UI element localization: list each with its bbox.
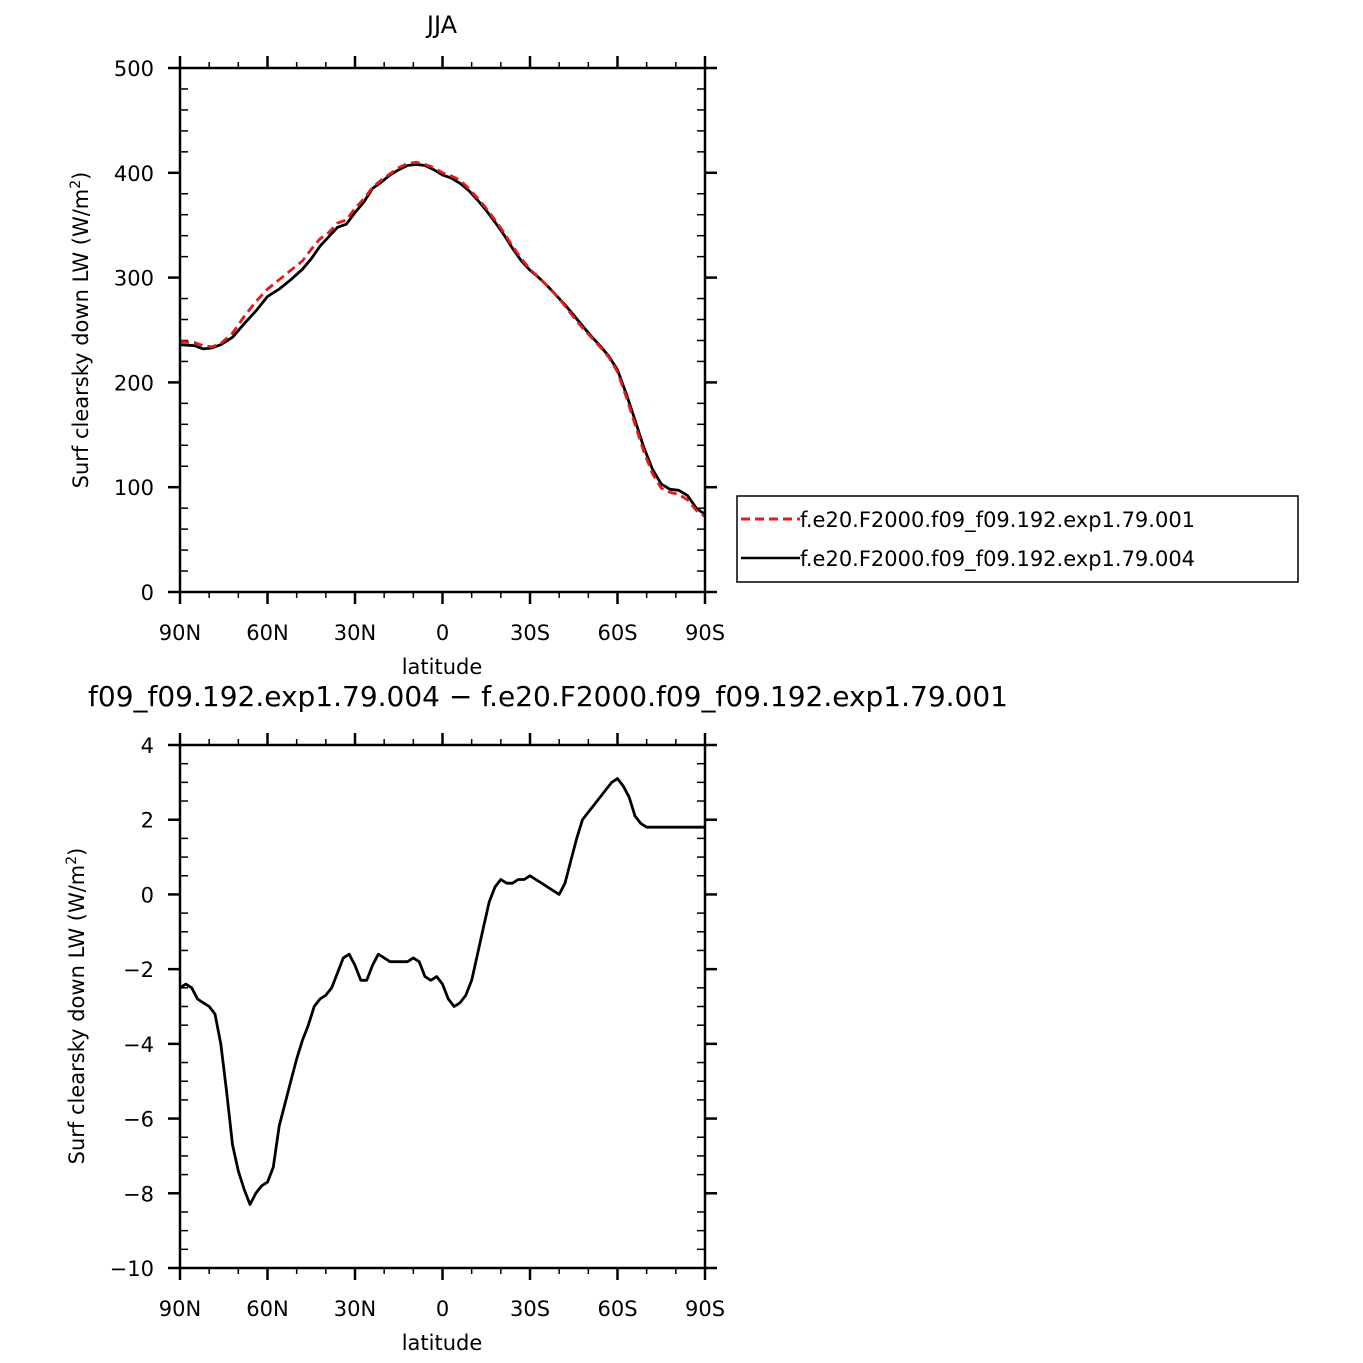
bottom-x-axis-label: latitude <box>402 1331 483 1355</box>
top-x-tick-label: 90N <box>159 621 201 645</box>
bottom-y-tick-label: −10 <box>110 1257 154 1281</box>
top-series-line-1 <box>179 160 706 518</box>
legend-box <box>736 495 1299 583</box>
bottom-plot-frame <box>178 743 707 1270</box>
top-x-tick-label: 30S <box>510 621 550 645</box>
top-x-tick-label: 30N <box>334 621 376 645</box>
top-x-tick-label: 90S <box>685 621 725 645</box>
top-y-tick-label: 200 <box>114 371 154 395</box>
bottom-y-tick-label: 4 <box>141 734 154 758</box>
bottom-y-tick-label: −4 <box>123 1033 154 1057</box>
bottom-x-tick-label: 30N <box>334 1297 376 1321</box>
bottom-x-tick-label: 60S <box>597 1297 637 1321</box>
top-y-tick-label: 0 <box>141 581 154 605</box>
bottom-y-tick-label: −8 <box>123 1182 154 1206</box>
bottom-x-tick-label: 90S <box>685 1297 725 1321</box>
bottom-y-tick-label: 0 <box>141 883 154 907</box>
top-y-tick-label: 500 <box>114 57 154 81</box>
top-y-tick-label: 300 <box>114 267 154 291</box>
bottom-plot-title: f09_f09.192.exp1.79.004 − f.e20.F2000.f0… <box>88 680 1008 713</box>
bottom-y-tick-label: 2 <box>141 809 154 833</box>
top-plot-title: JJA <box>425 11 458 39</box>
top-x-tick-label: 0 <box>436 621 449 645</box>
legend-label-series-1: f.e20.F2000.f09_f09.192.exp1.79.001 <box>800 508 1195 533</box>
top-series-line-2 <box>179 163 706 516</box>
bottom-x-tick-label: 60N <box>246 1297 288 1321</box>
bottom-x-tick-label: 90N <box>159 1297 201 1321</box>
top-y-axis-label: Surf clearsky down LW (W/m2) <box>68 172 93 489</box>
bottom-y-axis-label: Surf clearsky down LW (W/m2) <box>64 848 89 1165</box>
bottom-x-tick-label: 0 <box>436 1297 449 1321</box>
bottom-y-tick-label: −6 <box>123 1108 154 1132</box>
top-x-tick-label: 60S <box>597 621 637 645</box>
legend-label-series-2: f.e20.F2000.f09_f09.192.exp1.79.004 <box>800 547 1195 572</box>
top-plot: JJA 90N 60N 30N 0 30S 60S 90S0100200300400500 … <box>68 11 1299 679</box>
top-plot-frame <box>178 66 707 594</box>
bottom-y-tick-label: −2 <box>123 958 154 982</box>
top-x-tick-label: 60N <box>246 621 288 645</box>
bottom-plot: f09_f09.192.exp1.79.004 − f.e20.F2000.f0… <box>64 680 1008 1355</box>
top-x-axis-label: latitude <box>402 655 483 679</box>
top-y-tick-label: 100 <box>114 476 154 500</box>
bottom-x-tick-label: 30S <box>510 1297 550 1321</box>
bottom-series-line-1 <box>179 777 705 1206</box>
top-y-tick-label: 400 <box>114 162 154 186</box>
legend: f.e20.F2000.f09_f09.192.exp1.79.001 f.e2… <box>736 495 1299 583</box>
